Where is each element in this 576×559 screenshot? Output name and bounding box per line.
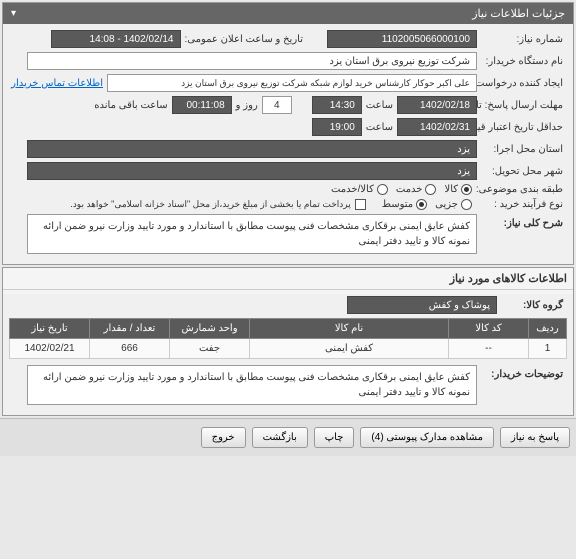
radio-mutawasset-label: متوسط [382,199,413,210]
print-button[interactable]: چاپ [314,427,355,448]
exec-province-label: استان محل اجرا: [477,144,567,155]
deadline-time: 14:30 [312,96,362,114]
radio-mutawasset-dot [416,199,427,210]
category-radio-group: کالا خدمت کالا/خدمت [331,184,472,195]
panel1-body: شماره نیاز: 1102005066000100 تاریخ و ساع… [3,24,573,264]
exec-province-value: یزد [27,140,477,158]
process-label: نوع فرآیند خرید : [472,199,567,210]
exit-button[interactable]: خروج [201,427,246,448]
radio-jozi-label: جزیی [435,199,458,210]
back-button[interactable]: بازگشت [252,427,308,448]
cell-date: 1402/02/21 [10,339,90,359]
panel1-header: جزئیات اطلاعات نیاز ▾ [3,3,573,24]
requester-label: ایجاد کننده درخواست: [477,78,567,89]
col-row: ردیف [529,319,567,339]
table-row[interactable]: 1 -- کفش ایمنی جفت 666 1402/02/21 [10,339,567,359]
table-header-row: ردیف کد کالا نام کالا واحد شمارش تعداد /… [10,319,567,339]
radio-both[interactable]: کالا/خدمت [331,184,388,195]
col-name: نام کالا [250,319,449,339]
payment-checkbox[interactable] [355,199,366,210]
remaining-days: 4 [262,96,292,114]
cell-qty: 666 [90,339,170,359]
radio-khadamat-label: خدمت [396,184,423,195]
radio-jozi[interactable]: جزیی [435,199,472,210]
deadline-label: مهلت ارسال پاسخ: تا تاریخ: [477,100,567,111]
col-code: کد کالا [449,319,529,339]
process-radio-group: جزیی متوسط [382,199,472,210]
cell-row: 1 [529,339,567,359]
col-date: تاریخ نیاز [10,319,90,339]
validity-label: حداقل تاریخ اعتبار قیمت: تا تاریخ: [477,122,567,133]
cell-code: -- [449,339,529,359]
announce-value: 1402/02/14 - 14:08 [51,30,181,48]
radio-both-label: کالا/خدمت [331,184,374,195]
delivery-city-value: یزد [27,162,477,180]
radio-kala-dot [461,184,472,195]
group-value: پوشاک و کفش [347,296,497,314]
buyer-org-value: شرکت توزیع نیروی برق استان یزد [27,52,477,70]
col-unit: واحد شمارش [170,319,250,339]
panel2-body: گروه کالا: پوشاک و کفش ردیف کد کالا نام … [3,294,573,415]
desc-text: کفش عایق ایمنی برقکاری مشخصات فنی پیوست … [27,214,477,254]
buyer-notes-label: توضیحات خریدار: [477,365,567,380]
validity-time: 19:00 [312,118,362,136]
buyer-notes-text: کفش عایق ایمنی برقکاری مشخصات فنی پیوست … [27,365,477,405]
delivery-city-label: شهر محل تحویل: [477,166,567,177]
radio-khadamat[interactable]: خدمت [396,184,437,195]
deadline-date: 1402/02/18 [397,96,477,114]
items-table: ردیف کد کالا نام کالا واحد شمارش تعداد /… [9,318,567,359]
remaining-suffix: ساعت باقی مانده [90,100,171,111]
radio-jozi-dot [461,199,472,210]
collapse-icon[interactable]: ▾ [11,8,16,19]
items-panel: اطلاعات کالاهای مورد نیاز گروه کالا: پوش… [2,267,574,416]
radio-mutawasset[interactable]: متوسط [382,199,427,210]
desc-label: شرح کلی نیاز: [477,214,567,229]
attachments-button[interactable]: مشاهده مدارک پیوستی (4) [360,427,494,448]
category-label: طبقه بندی موضوعی: [472,184,567,195]
col-qty: تعداد / مقدار [90,319,170,339]
need-number-label: شماره نیاز: [477,34,567,45]
panel1-title: جزئیات اطلاعات نیاز [472,7,565,20]
radio-both-dot [377,184,388,195]
need-number-value: 1102005066000100 [327,30,477,48]
remaining-days-label: روز و [232,100,262,111]
payment-note: پرداخت تمام یا بخشی از مبلغ خرید،از محل … [66,199,354,210]
remaining-time: 00:11:08 [172,96,232,114]
validity-date: 1402/02/31 [397,118,477,136]
action-button-row: پاسخ به نیاز مشاهده مدارک پیوستی (4) چاپ… [0,418,576,456]
reply-button[interactable]: پاسخ به نیاز [500,427,570,448]
radio-kala[interactable]: کالا [444,184,472,195]
requester-value: علی اکبر حوکار کارشناس خرید لوازم شبکه ش… [107,74,477,92]
contact-link[interactable]: اطلاعات تماس خریدار [11,78,103,89]
announce-label: تاریخ و ساعت اعلان عمومی: [181,34,308,45]
group-label: گروه کالا: [497,300,567,311]
cell-name: کفش ایمنی [250,339,449,359]
radio-khadamat-dot [425,184,436,195]
validity-time-label: ساعت [362,122,397,133]
panel2-title: اطلاعات کالاهای مورد نیاز [3,268,573,290]
radio-kala-label: کالا [444,184,458,195]
cell-unit: جفت [170,339,250,359]
need-details-panel: جزئیات اطلاعات نیاز ▾ شماره نیاز: 110200… [2,2,574,265]
buyer-org-label: نام دستگاه خریدار: [477,56,567,67]
deadline-time-label: ساعت [362,100,397,111]
